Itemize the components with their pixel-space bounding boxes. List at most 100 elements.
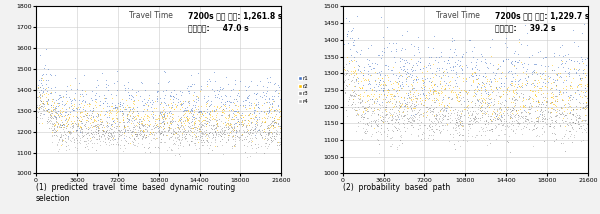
- Point: [76, 130, 86, 134]
- Point: [571, 71, 580, 74]
- Point: [480, 71, 490, 74]
- Point: [102, 115, 112, 119]
- Point: [574, 100, 584, 103]
- Point: [409, 119, 418, 122]
- Point: [452, 131, 462, 134]
- Point: [64, 135, 73, 139]
- Point: [230, 144, 239, 147]
- Point: [234, 123, 244, 126]
- Point: [377, 120, 386, 123]
- Point: [271, 122, 281, 125]
- Point: [380, 113, 389, 116]
- Point: [148, 127, 157, 131]
- Point: [131, 117, 141, 120]
- Point: [140, 112, 150, 115]
- Point: [209, 127, 218, 131]
- Point: [545, 124, 555, 128]
- Point: [89, 135, 99, 138]
- Point: [269, 100, 279, 103]
- Point: [476, 126, 486, 129]
- Point: [203, 94, 213, 98]
- Point: [67, 136, 77, 140]
- Point: [139, 145, 149, 148]
- Point: [467, 99, 476, 103]
- Point: [451, 122, 460, 125]
- Point: [484, 137, 494, 140]
- Point: [209, 109, 219, 112]
- Point: [506, 117, 515, 120]
- Point: [358, 104, 368, 107]
- Point: [392, 145, 401, 149]
- Point: [508, 106, 518, 109]
- Point: [563, 137, 573, 140]
- Point: [491, 86, 500, 89]
- Point: [91, 127, 101, 131]
- Point: [83, 116, 93, 120]
- Point: [376, 132, 386, 136]
- Point: [64, 105, 73, 108]
- Point: [454, 95, 464, 99]
- Point: [531, 62, 541, 66]
- Point: [412, 117, 422, 121]
- Point: [492, 113, 502, 116]
- Point: [514, 79, 523, 82]
- Point: [475, 106, 484, 109]
- Point: [413, 102, 423, 106]
- Point: [223, 113, 232, 116]
- Point: [175, 125, 185, 129]
- Point: [119, 124, 128, 128]
- Point: [490, 111, 500, 114]
- Point: [428, 62, 437, 66]
- Point: [407, 116, 416, 120]
- Point: [354, 94, 364, 97]
- Point: [572, 86, 582, 89]
- Point: [258, 85, 268, 88]
- Point: [195, 89, 205, 92]
- Point: [35, 85, 44, 89]
- Point: [193, 107, 202, 111]
- Point: [238, 129, 248, 132]
- Point: [268, 119, 278, 123]
- Point: [87, 135, 97, 138]
- Point: [539, 115, 549, 118]
- Point: [181, 128, 190, 131]
- Point: [359, 107, 368, 110]
- Point: [520, 114, 530, 117]
- Point: [413, 134, 422, 138]
- Point: [378, 120, 388, 123]
- Point: [581, 101, 591, 104]
- Point: [518, 92, 528, 96]
- Point: [72, 128, 82, 132]
- Point: [35, 93, 45, 97]
- Point: [347, 93, 357, 96]
- Point: [414, 119, 424, 122]
- Point: [154, 130, 164, 133]
- Point: [207, 137, 217, 140]
- Point: [88, 109, 97, 112]
- Point: [509, 107, 518, 110]
- Point: [147, 132, 157, 135]
- Point: [260, 127, 269, 130]
- Point: [575, 116, 584, 119]
- Point: [53, 102, 62, 105]
- Point: [263, 111, 272, 115]
- Point: [240, 113, 250, 117]
- Point: [155, 135, 164, 138]
- Point: [575, 77, 585, 80]
- Point: [78, 105, 88, 109]
- Point: [159, 122, 169, 125]
- Point: [86, 131, 96, 134]
- Point: [479, 82, 489, 85]
- Point: [361, 77, 370, 80]
- Point: [178, 137, 187, 141]
- Point: [201, 100, 211, 103]
- Point: [469, 93, 479, 97]
- Point: [274, 140, 284, 144]
- Point: [155, 112, 165, 115]
- Point: [197, 136, 207, 140]
- Point: [456, 119, 466, 122]
- Point: [226, 100, 235, 104]
- Point: [391, 47, 400, 51]
- Point: [436, 75, 446, 79]
- Point: [573, 119, 583, 122]
